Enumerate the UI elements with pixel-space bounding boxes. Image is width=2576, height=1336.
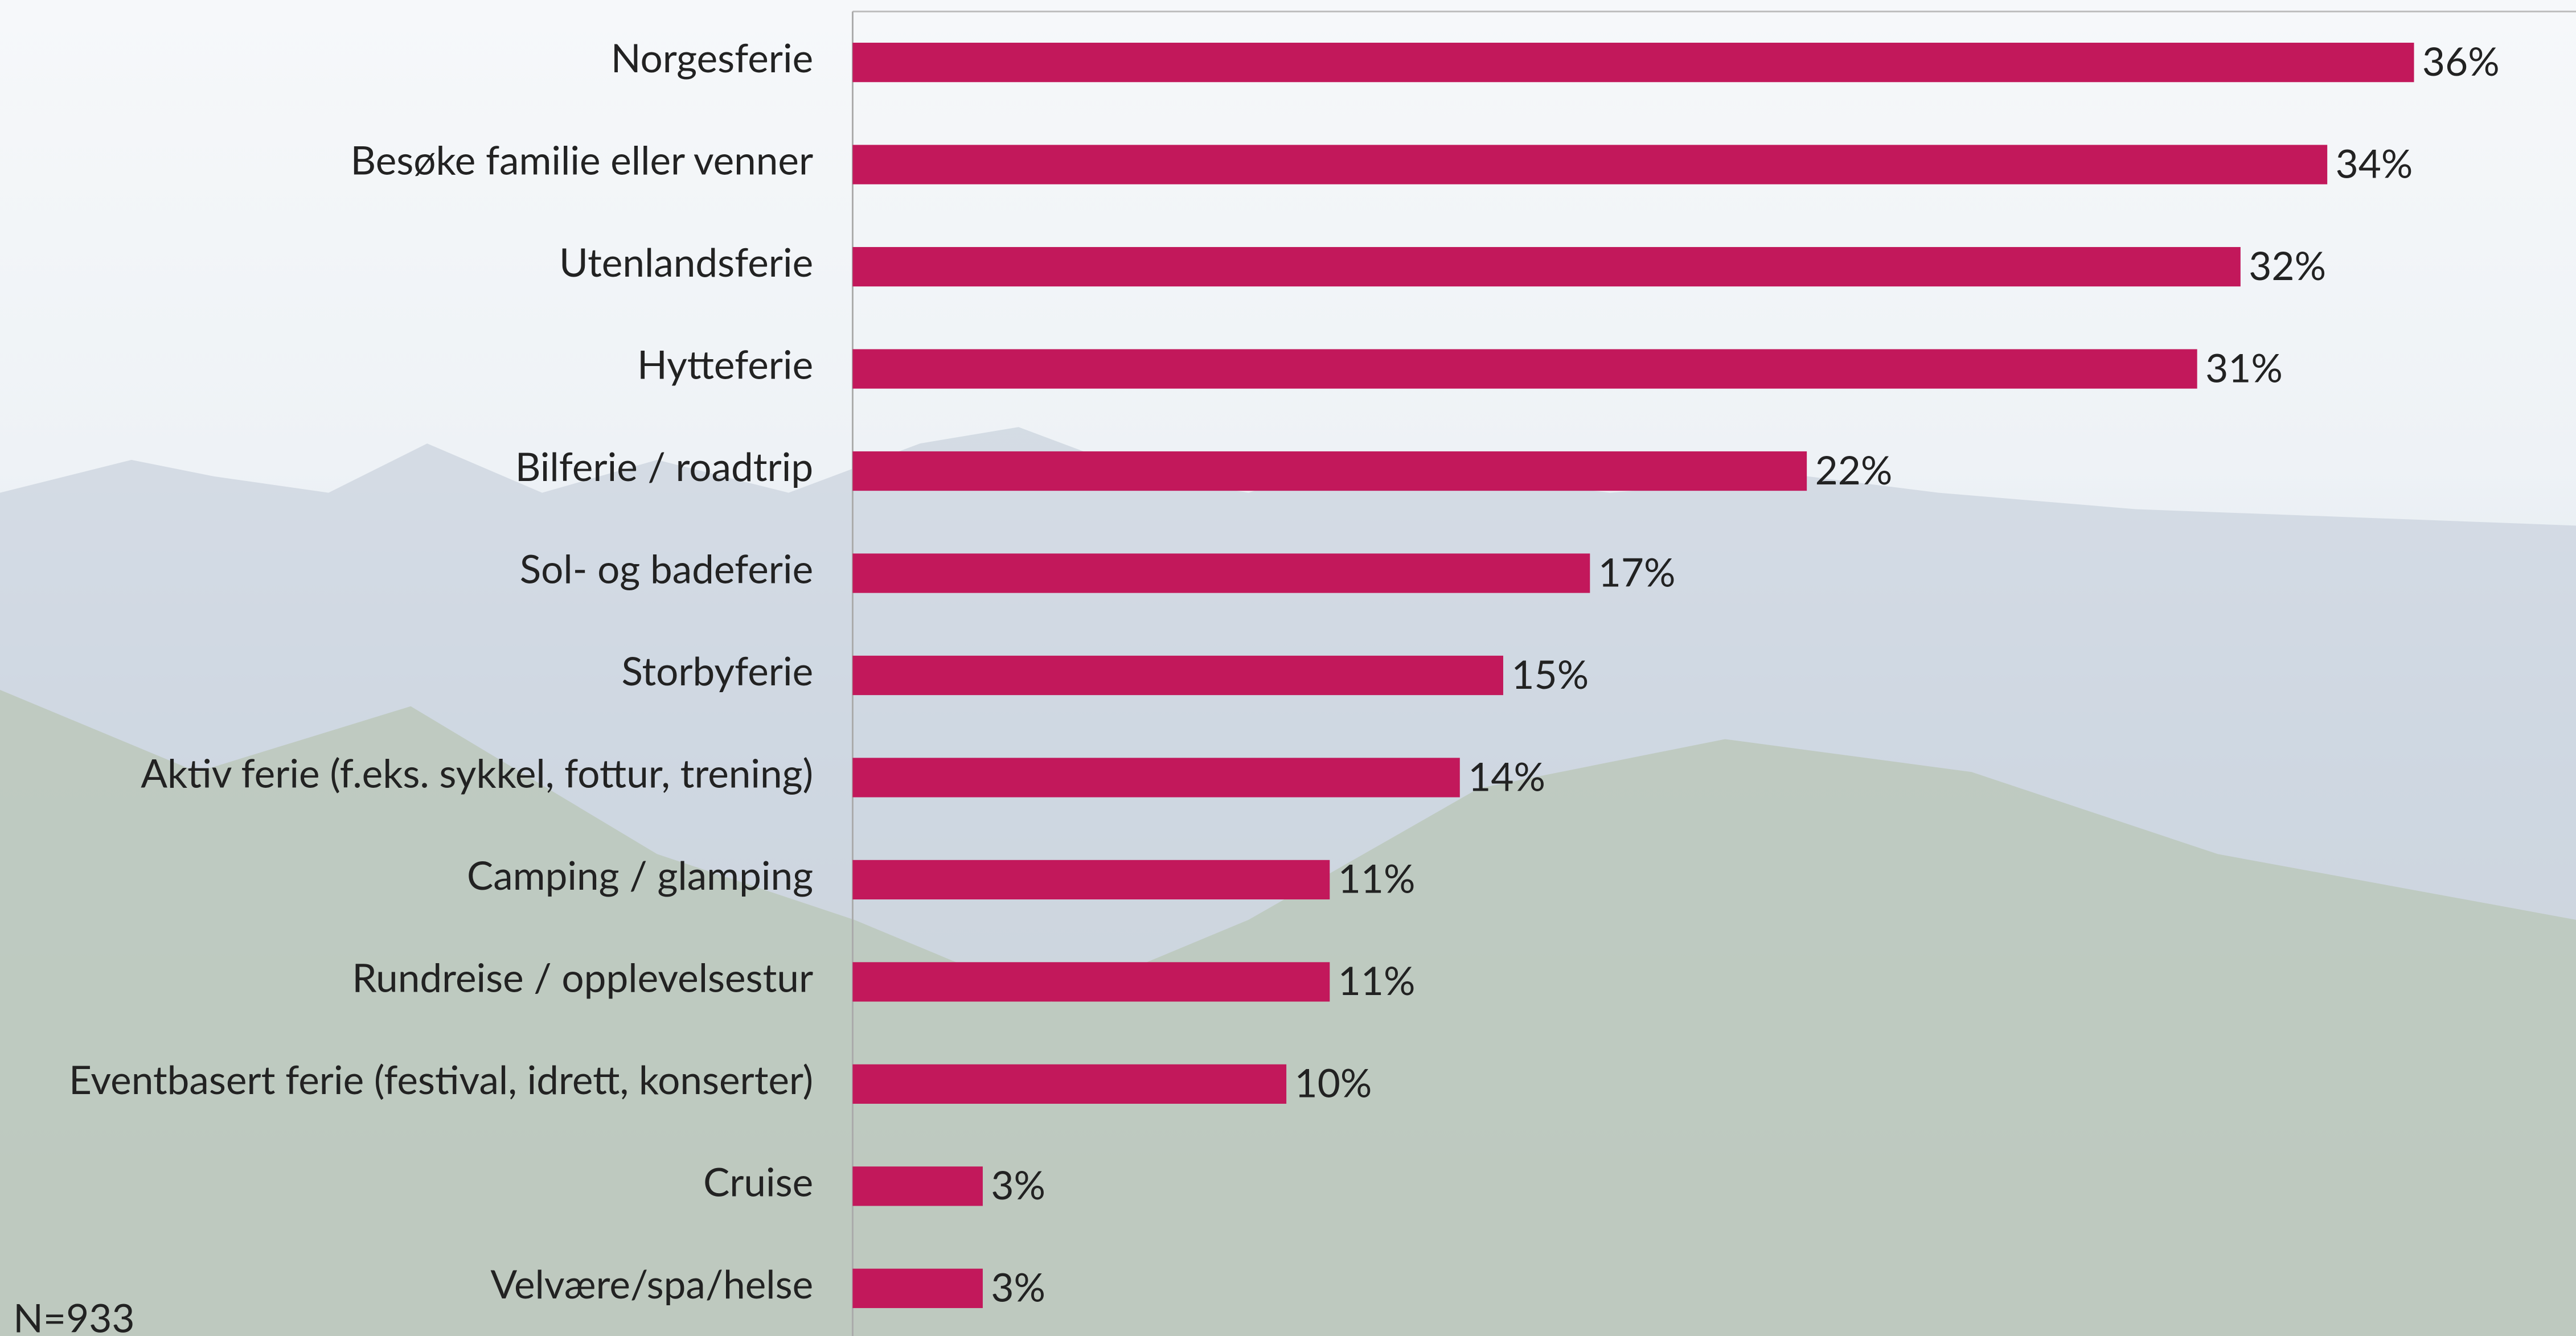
bar (852, 1064, 1287, 1104)
value-label: 22% (1815, 446, 1893, 493)
bar (852, 758, 1460, 798)
category-label: Utenlandsferie (559, 238, 813, 285)
category-label: Velvære/spa/helse (490, 1260, 813, 1307)
value-label: 10% (1295, 1059, 1372, 1106)
category-label: Cruise (703, 1157, 813, 1205)
value-label: 32% (2249, 241, 2326, 289)
bar (852, 1166, 983, 1206)
category-label: Sol- og badeferie (520, 545, 813, 592)
bar (852, 655, 1503, 696)
bar (852, 349, 2197, 389)
value-label: 14% (1468, 752, 1545, 799)
value-label: 3% (991, 1161, 1045, 1208)
category-label: Hytteferie (637, 340, 813, 388)
bar (852, 553, 1590, 593)
value-label: 11% (1338, 854, 1416, 902)
value-label: 31% (2205, 343, 2283, 390)
category-label: Norgesferie (611, 34, 813, 81)
value-label: 36% (2422, 37, 2500, 84)
value-label: 3% (991, 1263, 1045, 1310)
category-label: Camping / glamping (467, 851, 813, 898)
bar (852, 145, 2328, 184)
bar (852, 451, 1807, 491)
category-label: Bilferie / roadtrip (515, 442, 813, 490)
sample-size-note: N=933 (13, 1293, 134, 1336)
category-label: Rundreise / opplevelsestur (352, 953, 813, 1000)
category-label: Eventbasert ferie (festival, idrett, kon… (69, 1055, 813, 1103)
foreground-rock (0, 689, 2576, 1336)
value-label: 15% (1511, 650, 1589, 697)
category-label: Storbyferie (621, 647, 813, 694)
bar (852, 246, 2241, 287)
bar (852, 43, 2414, 83)
category-label: Aktiv ferie (f.eks. sykkel, fottur, tren… (141, 749, 813, 796)
value-label: 34% (2336, 139, 2413, 186)
bar (852, 1268, 983, 1308)
bar (852, 962, 1330, 1002)
value-label: 17% (1598, 548, 1676, 595)
bar (852, 860, 1330, 900)
value-label: 11% (1338, 956, 1416, 1004)
category-label: Besøke familie eller venner (351, 136, 814, 183)
